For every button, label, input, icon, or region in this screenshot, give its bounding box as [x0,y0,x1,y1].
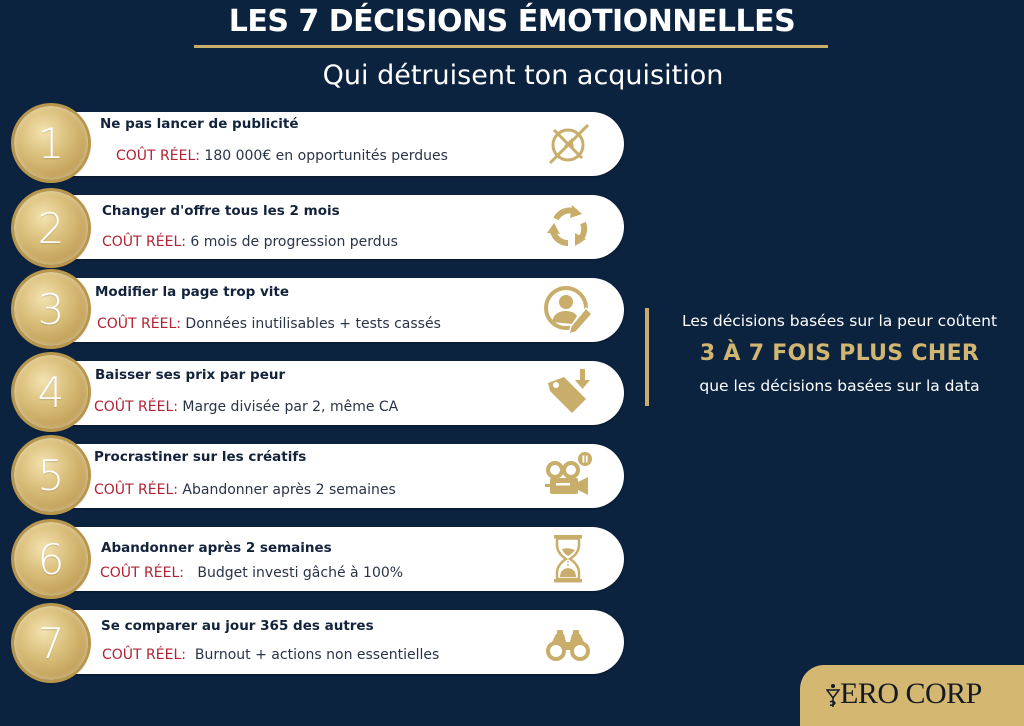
item-card: Se comparer au jour 365 des autres COÛT … [62,610,624,674]
item-number: 5 [37,450,65,500]
item-cost: COÛT RÉEL: Burnout + actions non essenti… [102,647,439,663]
item-card: Changer d'offre tous les 2 mois COÛT RÉE… [62,195,624,259]
list-item: Abandonner après 2 semaines COÛT RÉEL: B… [0,521,640,597]
item-card: Procrastiner sur les créatifs COÛT RÉEL:… [62,444,624,508]
price-tag-down-icon [542,367,594,419]
item-title: Procrastiner sur les créatifs [94,449,307,465]
hourglass-icon [542,533,594,585]
cost-label: COÛT RÉEL: [97,316,181,332]
cost-value: Abandonner après 2 semaines [177,482,396,498]
cost-value: 6 mois de progression perdus [185,234,398,250]
item-card: Abandonner après 2 semaines COÛT RÉEL: B… [62,527,624,591]
list-item: Modifier la page trop vite COÛT RÉEL: Do… [0,272,640,348]
list-item: Procrastiner sur les créatifs COÛT RÉEL:… [0,438,640,514]
no-advertising-icon [542,118,594,170]
item-title: Modifier la page trop vite [95,284,290,300]
user-edit-icon [542,284,594,336]
medal-badge: 4 [14,355,88,429]
item-cost: COÛT RÉEL: 180 000€ en opportunités perd… [116,148,448,164]
item-card: Modifier la page trop vite COÛT RÉEL: Do… [62,278,624,342]
cycle-arrows-icon [542,201,594,253]
logo-text: ERO CORP [840,677,982,710]
cost-label: COÛT RÉEL: [102,234,186,250]
cost-label: COÛT RÉEL: [100,565,184,581]
item-cost: COÛT RÉEL: Données inutilisables + tests… [97,316,441,332]
list-item: Se comparer au jour 365 des autres COÛT … [0,604,640,680]
medal-badge: 3 [14,272,88,346]
list-item: Baisser ses prix par peur COÛT RÉEL: Mar… [0,355,640,431]
cost-label: COÛT RÉEL: [94,399,178,415]
brand-logo: ERO CORP [800,665,1024,726]
item-cost: COÛT RÉEL: Budget investi gâché à 100% [100,565,403,581]
item-title: Changer d'offre tous les 2 mois [102,203,340,219]
cost-value: 180 000€ en opportunités perdues [199,148,448,164]
cost-value: Budget investi gâché à 100% [183,565,404,581]
medal-badge: 7 [14,606,88,680]
item-card: Ne pas lancer de publicité COÛT RÉEL: 18… [62,112,624,176]
item-number: 4 [37,367,65,417]
binoculars-icon [542,616,594,668]
cost-value: Données inutilisables + tests cassés [180,316,441,332]
cost-value: Marge divisée par 2, même CA [177,399,399,415]
callout-accent-bar [645,308,649,406]
medal-badge: 2 [14,191,88,265]
page-subtitle: Qui détruisent ton acquisition [322,60,724,91]
item-number: 3 [37,284,65,334]
video-camera-paused-icon [542,450,594,502]
item-title: Baisser ses prix par peur [95,367,286,383]
item-title: Se comparer au jour 365 des autres [101,618,374,634]
callout-outro: que les décisions basées sur la data [699,377,980,395]
list-item: Ne pas lancer de publicité COÛT RÉEL: 18… [0,106,640,182]
title-underline [194,45,828,48]
cost-label: COÛT RÉEL: [116,148,200,164]
cost-label: COÛT RÉEL: [94,482,178,498]
medal-badge: 5 [14,438,88,512]
item-cost: COÛT RÉEL: 6 mois de progression perdus [102,234,398,250]
item-number: 6 [37,534,65,584]
callout-intro: Les décisions basées sur la peur coûtent [681,312,998,330]
cost-label: COÛT RÉEL: [102,647,186,663]
item-card: Baisser ses prix par peur COÛT RÉEL: Mar… [62,361,624,425]
medal-badge: 1 [14,106,88,180]
item-number: 2 [37,203,65,253]
item-number: 1 [37,118,65,168]
callout-box: Les décisions basées sur la peur coûtent… [645,306,1024,408]
medal-badge: 6 [14,522,88,596]
item-title: Ne pas lancer de publicité [100,116,299,132]
item-title: Abandonner après 2 semaines [101,540,332,556]
list-item: Changer d'offre tous les 2 mois COÛT RÉE… [0,189,640,265]
item-cost: COÛT RÉEL: Marge divisée par 2, même CA [94,399,398,415]
item-cost: COÛT RÉEL: Abandonner après 2 semaines [94,482,396,498]
page-title: LES 7 DÉCISIONS ÉMOTIONNELLES [228,4,796,39]
item-number: 7 [37,618,65,668]
cost-value: Burnout + actions non essentielles [185,647,440,663]
logo-emblem-icon [825,683,841,709]
callout-highlight: 3 À 7 FOIS PLUS CHER [699,341,980,366]
